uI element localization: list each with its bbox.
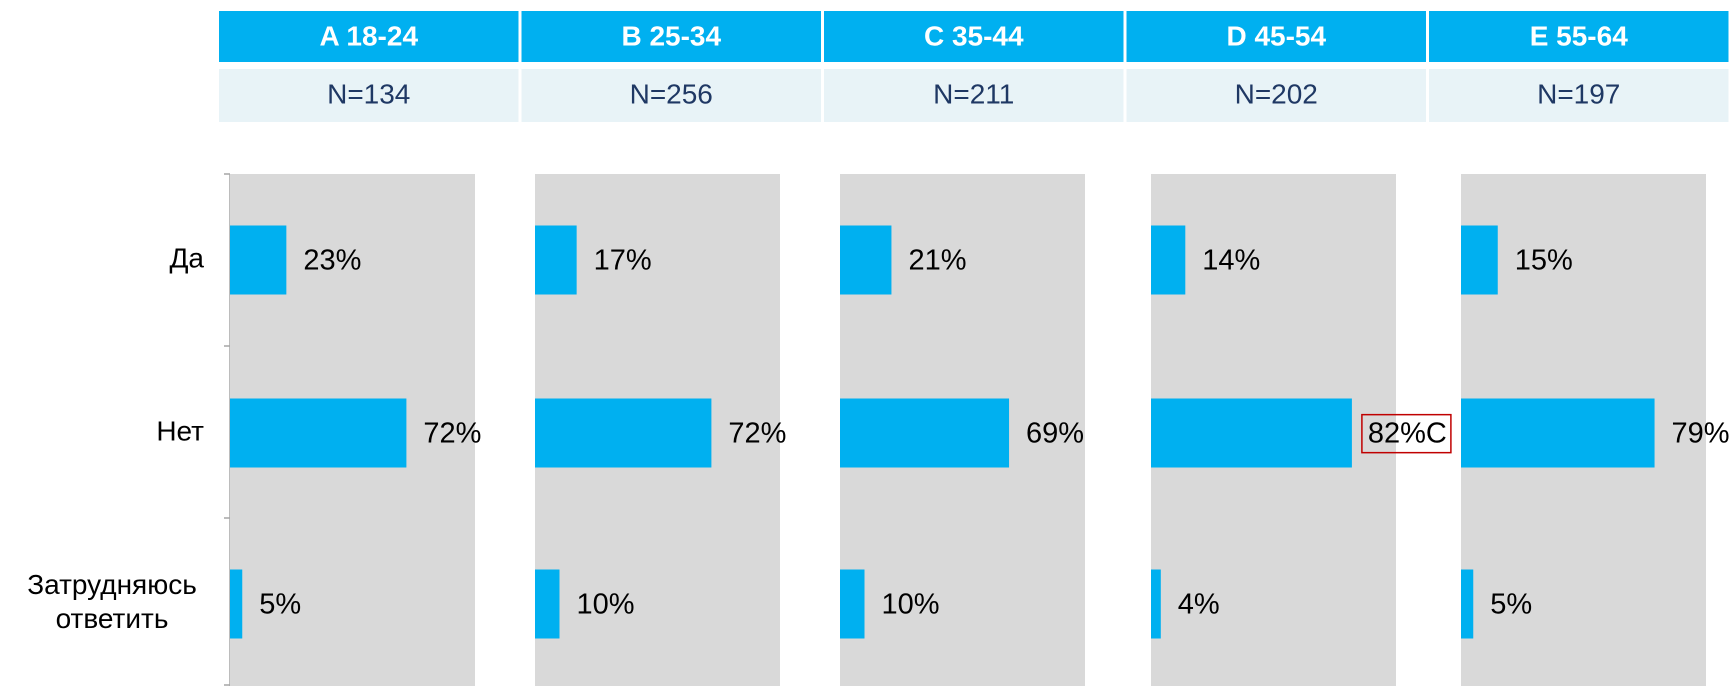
value-label: 23% — [303, 245, 361, 277]
bar — [1151, 569, 1161, 639]
bar — [1461, 398, 1655, 468]
value-label: 82%C — [1368, 418, 1447, 450]
header-cell — [1429, 11, 1729, 62]
group-name: C 35-44 — [924, 20, 1024, 51]
group-n: N=256 — [630, 78, 713, 109]
bar — [230, 225, 287, 295]
group-n: N=134 — [327, 78, 410, 109]
bar — [840, 225, 892, 295]
value-label: 21% — [908, 245, 966, 277]
category-label: Затрудняюсь ответить — [27, 569, 197, 634]
group-name: B 25-34 — [621, 20, 721, 51]
bar — [1151, 398, 1352, 468]
header-cell — [219, 69, 519, 122]
header-cell — [521, 69, 821, 122]
header-cell — [1126, 69, 1426, 122]
bar — [840, 569, 865, 639]
group-n: N=211 — [933, 78, 1014, 109]
bar — [230, 569, 243, 639]
group-name: D 45-54 — [1226, 20, 1326, 51]
value-label: 79% — [1672, 418, 1730, 450]
group-name: E 55-64 — [1530, 20, 1628, 51]
bar — [1461, 225, 1498, 295]
highlight-box — [1361, 413, 1452, 454]
bar — [535, 225, 577, 295]
value-label: 5% — [1490, 589, 1532, 621]
bar — [1151, 225, 1186, 295]
header-cell — [824, 11, 1124, 62]
bar — [230, 398, 407, 468]
category-label: Нет — [156, 415, 204, 446]
header-cell — [824, 69, 1124, 122]
bar — [535, 398, 712, 468]
bar — [535, 569, 560, 639]
header-cell — [1126, 11, 1426, 62]
category-label: Да — [169, 242, 204, 273]
value-label: 10% — [577, 589, 635, 621]
header-cell — [219, 11, 519, 62]
group-name: A 18-24 — [319, 20, 418, 51]
value-label: 15% — [1515, 245, 1573, 277]
value-label: 5% — [259, 589, 301, 621]
value-label: 14% — [1202, 245, 1260, 277]
value-label: 72% — [423, 418, 481, 450]
group-n: N=197 — [1537, 78, 1620, 109]
bar — [840, 398, 1010, 468]
group-n: N=202 — [1235, 78, 1318, 109]
value-label: 72% — [728, 418, 786, 450]
header-cell — [521, 11, 821, 62]
value-label: 4% — [1178, 589, 1220, 621]
value-label: 10% — [882, 589, 940, 621]
value-label: 69% — [1026, 418, 1084, 450]
value-label: 17% — [594, 245, 652, 277]
header-cell — [1429, 69, 1729, 122]
bar — [1461, 569, 1474, 639]
